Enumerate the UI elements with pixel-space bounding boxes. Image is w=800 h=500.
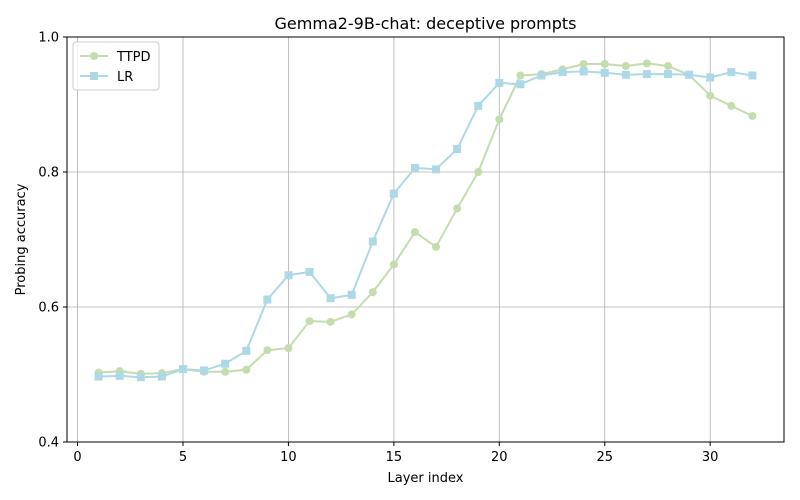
data-point-ttpd <box>410 228 419 237</box>
data-point-ttpd <box>474 168 483 176</box>
data-point-lr <box>178 365 187 374</box>
data-point-ttpd <box>453 204 462 213</box>
x-tick-label: 5 <box>179 450 187 465</box>
series-line-lr <box>98 70 753 379</box>
data-point-ttpd <box>516 71 525 80</box>
data-point-ttpd <box>748 111 757 120</box>
data-point-ttpd <box>642 59 651 68</box>
data-point-lr <box>642 70 651 79</box>
x-tick-label: 15 <box>386 450 403 465</box>
data-point-ttpd <box>495 115 504 124</box>
x-tick-label: 25 <box>596 450 613 465</box>
x-tick-label: 30 <box>702 450 719 465</box>
series-line-ttpd <box>98 62 753 375</box>
data-point-lr <box>474 101 483 110</box>
y-tick-label: 1.0 <box>38 31 59 46</box>
data-point-lr <box>94 372 103 381</box>
data-point-lr <box>115 371 124 380</box>
data-point-lr <box>748 71 757 80</box>
legend-marker-ttpd <box>90 52 98 60</box>
series-ttpd <box>94 59 757 378</box>
axes: 0 5 10 15 20 25 30 0.4 0.6 0.8 1.0 <box>38 31 785 465</box>
y-tick-label: 0.4 <box>38 436 59 451</box>
data-point-lr <box>410 163 419 172</box>
data-point-lr <box>453 145 462 154</box>
data-point-lr <box>495 78 504 87</box>
data-point-lr <box>305 267 314 276</box>
data-point-ttpd <box>579 60 588 68</box>
data-point-ttpd <box>305 317 314 326</box>
data-point-ttpd <box>263 346 272 355</box>
legend-label-ttpd: TTPD <box>116 50 151 65</box>
data-point-lr <box>664 70 673 79</box>
data-point-ttpd <box>284 344 293 353</box>
x-tick-label: 10 <box>280 450 297 465</box>
x-tick-label: 0 <box>73 450 81 465</box>
data-point-lr <box>432 165 441 174</box>
data-point-lr <box>326 294 335 303</box>
data-point-ttpd <box>621 62 630 71</box>
data-point-lr <box>389 189 398 198</box>
data-point-lr <box>200 366 209 375</box>
x-axis-label: Layer index <box>388 471 464 486</box>
data-point-ttpd <box>432 242 441 251</box>
series-lr <box>94 67 757 382</box>
chart-title: Gemma2-9B-chat: deceptive prompts <box>274 14 576 33</box>
data-point-lr <box>347 290 356 299</box>
data-point-lr <box>136 373 145 382</box>
plot-frame <box>66 36 785 443</box>
data-point-ttpd <box>326 317 335 326</box>
data-point-lr <box>516 80 525 89</box>
data-point-lr <box>368 237 377 246</box>
y-axis-label: Probing accuracy <box>14 183 29 295</box>
x-tick-label: 20 <box>491 450 508 465</box>
data-point-ttpd <box>664 62 673 71</box>
data-point-lr <box>579 67 588 76</box>
data-point-lr <box>727 68 736 77</box>
legend-label-lr: LR <box>117 70 133 85</box>
data-point-ttpd <box>727 101 736 110</box>
legend: TTPD LR <box>72 41 160 91</box>
data-point-lr <box>242 346 251 355</box>
data-point-ttpd <box>347 310 356 319</box>
data-point-lr <box>558 68 567 77</box>
data-point-lr <box>706 73 715 82</box>
data-point-ttpd <box>368 288 377 297</box>
y-tick-label: 0.6 <box>38 301 59 316</box>
data-point-lr <box>685 70 694 79</box>
data-point-ttpd <box>389 260 398 269</box>
data-point-ttpd <box>600 60 609 68</box>
data-point-lr <box>537 71 546 80</box>
data-point-lr <box>221 359 230 368</box>
legend-marker-lr <box>90 72 98 80</box>
data-point-lr <box>621 70 630 79</box>
y-tick-label: 0.8 <box>38 166 59 181</box>
data-point-lr <box>157 372 166 381</box>
data-point-ttpd <box>221 367 230 376</box>
data-point-ttpd <box>242 365 251 374</box>
series-layer <box>94 59 757 382</box>
data-point-ttpd <box>706 91 715 100</box>
data-point-lr <box>284 271 293 280</box>
data-point-lr <box>600 68 609 77</box>
data-point-lr <box>263 295 272 304</box>
